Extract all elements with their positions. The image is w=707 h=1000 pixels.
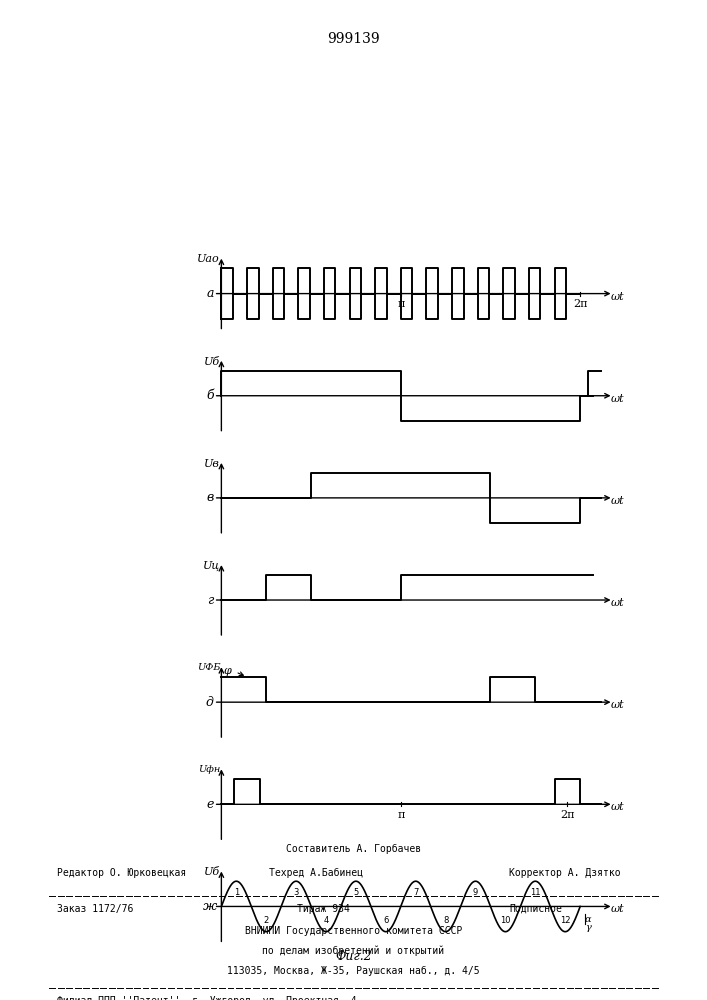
Text: ωt: ωt: [611, 904, 624, 914]
Text: Редактор О. Юрковецкая: Редактор О. Юрковецкая: [57, 868, 186, 878]
Text: 6: 6: [383, 916, 389, 925]
Text: д: д: [206, 696, 214, 709]
Text: 9: 9: [473, 888, 478, 897]
Text: 1: 1: [234, 888, 239, 897]
Text: 11: 11: [530, 888, 541, 897]
Text: Uфн: Uфн: [198, 765, 220, 774]
Text: Заказ 1172/76: Заказ 1172/76: [57, 904, 133, 914]
Text: е: е: [206, 798, 214, 811]
Text: Uао: Uао: [197, 254, 220, 264]
Text: ВНИИПИ Государственного комитета СССР: ВНИИПИ Государственного комитета СССР: [245, 926, 462, 936]
Text: ж: ж: [203, 900, 217, 913]
Text: б: б: [206, 389, 214, 402]
Text: Uб: Uб: [204, 867, 220, 877]
Text: ωt: ωt: [611, 496, 624, 506]
Text: 8: 8: [443, 916, 448, 925]
Text: 999139: 999139: [327, 32, 380, 46]
Text: γ: γ: [585, 923, 591, 932]
Text: UФБ: UФБ: [197, 663, 220, 672]
Text: Фиг.2: Фиг.2: [335, 950, 372, 963]
Text: 5: 5: [354, 888, 358, 897]
Text: π: π: [397, 810, 404, 820]
Text: по делам изобретений и открытий: по делам изобретений и открытий: [262, 946, 445, 956]
Text: в: в: [206, 491, 214, 504]
Text: г: г: [206, 594, 213, 607]
Text: Техред А.Бабинец: Техред А.Бабинец: [269, 868, 363, 878]
Text: Uб: Uб: [204, 357, 220, 367]
Text: 2π: 2π: [560, 810, 575, 820]
Text: Подписное: Подписное: [509, 904, 562, 914]
Text: Uц: Uц: [203, 561, 220, 571]
Text: 7: 7: [413, 888, 419, 897]
Text: ωt: ωt: [611, 292, 624, 302]
Text: а: а: [206, 287, 214, 300]
Text: 113035, Москва, Ж-35, Раушская наб., д. 4/5: 113035, Москва, Ж-35, Раушская наб., д. …: [227, 966, 480, 976]
Text: 2π: 2π: [573, 299, 588, 309]
Text: ωt: ωt: [611, 598, 624, 608]
Text: Составитель А. Горбачев: Составитель А. Горбачев: [286, 844, 421, 854]
Text: 3: 3: [293, 888, 299, 897]
Text: Uв: Uв: [204, 459, 220, 469]
Text: φ: φ: [224, 666, 232, 676]
Text: ωt: ωt: [611, 394, 624, 404]
Text: 10: 10: [500, 916, 510, 925]
Text: 12: 12: [560, 916, 571, 925]
Text: 4: 4: [323, 916, 329, 925]
Text: π: π: [397, 299, 404, 309]
Text: α: α: [585, 915, 591, 924]
Text: Корректор А. Дзятко: Корректор А. Дзятко: [509, 868, 621, 878]
Text: Тираж 934: Тираж 934: [297, 904, 350, 914]
Text: Филиал ППП ''Патент'', г. Ужгород, ул. Проектная, 4: Филиал ППП ''Патент'', г. Ужгород, ул. П…: [57, 996, 356, 1000]
Text: ωt: ωt: [611, 802, 624, 812]
Text: ωt: ωt: [611, 700, 624, 710]
Text: 2: 2: [264, 916, 269, 925]
